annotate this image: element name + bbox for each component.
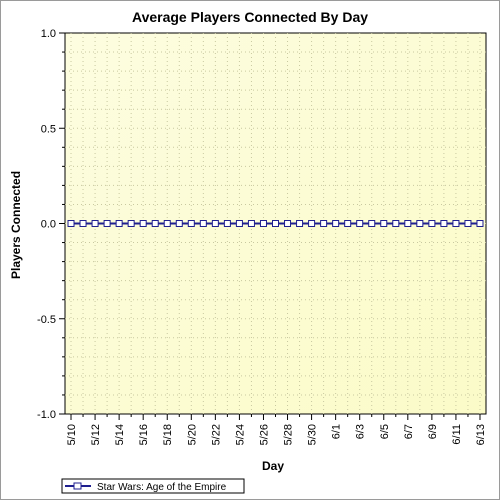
data-point bbox=[67, 220, 75, 227]
x-tick-label: 5/28 bbox=[283, 424, 295, 445]
y-axis-label: Players Connected bbox=[9, 171, 23, 279]
legend-label: Star Wars: Age of the Empire bbox=[97, 482, 227, 493]
data-point bbox=[199, 220, 207, 227]
data-point bbox=[320, 220, 328, 227]
legend: Star Wars: Age of the Empire bbox=[61, 478, 245, 494]
x-tick-label: 5/18 bbox=[162, 424, 174, 445]
data-point bbox=[392, 220, 400, 227]
x-tick-label: 5/24 bbox=[234, 424, 246, 445]
data-point bbox=[308, 220, 316, 227]
data-point bbox=[259, 220, 267, 227]
legend-swatch-marker bbox=[73, 482, 82, 490]
data-point bbox=[380, 220, 388, 227]
data-point bbox=[440, 220, 448, 227]
data-point bbox=[127, 220, 135, 227]
y-tick-label: 1.0 bbox=[41, 28, 56, 40]
data-point bbox=[91, 220, 99, 227]
chart-title: Average Players Connected By Day bbox=[132, 9, 368, 25]
data-point bbox=[175, 220, 183, 227]
data-point bbox=[235, 220, 243, 227]
x-tick-label: 5/12 bbox=[90, 424, 102, 445]
y-tick-label: -0.5 bbox=[37, 314, 56, 326]
x-tick-label: 6/9 bbox=[427, 424, 439, 439]
data-point bbox=[163, 220, 171, 227]
data-point bbox=[284, 220, 292, 227]
x-tick-label: 6/1 bbox=[331, 424, 343, 439]
x-tick-label: 6/3 bbox=[355, 424, 367, 439]
x-tick-label: 5/10 bbox=[66, 424, 78, 445]
data-point bbox=[416, 220, 424, 227]
legend-box bbox=[61, 478, 245, 494]
data-point bbox=[139, 220, 147, 227]
x-tick-label: 6/11 bbox=[451, 424, 463, 445]
y-tick-label: 0.5 bbox=[41, 123, 56, 135]
x-tick-label: 6/5 bbox=[379, 424, 391, 439]
data-point bbox=[79, 220, 87, 227]
data-point bbox=[115, 220, 123, 227]
data-point bbox=[356, 220, 364, 227]
data-point bbox=[223, 220, 231, 227]
data-point bbox=[211, 220, 219, 227]
axes: 1.0 0.5 0.0 -0.5 -1.0 5/10 5/12 5/14 5/16 5/18 5/2… bbox=[37, 28, 487, 445]
data-point bbox=[368, 220, 376, 227]
y-tick-label: 0.0 bbox=[41, 219, 56, 231]
data-point bbox=[151, 220, 159, 227]
x-tick-label: 5/22 bbox=[210, 424, 222, 445]
x-tick-label: 5/26 bbox=[258, 424, 270, 445]
x-tick-label: 5/14 bbox=[114, 424, 126, 445]
x-tick-label: 6/13 bbox=[475, 424, 487, 445]
data-point bbox=[476, 220, 484, 227]
data-point bbox=[103, 220, 111, 227]
x-tick-label: 5/20 bbox=[186, 424, 198, 445]
x-tick-label: 5/16 bbox=[138, 424, 150, 445]
data-point bbox=[296, 220, 304, 227]
data-point bbox=[187, 220, 195, 227]
x-tick-label: 6/7 bbox=[403, 424, 415, 439]
x-axis-label: Day bbox=[262, 459, 284, 473]
data-point bbox=[247, 220, 255, 227]
y-tick-label: -1.0 bbox=[37, 409, 56, 421]
series-group bbox=[67, 220, 484, 227]
data-point bbox=[452, 220, 460, 227]
data-point bbox=[272, 220, 279, 227]
data-point bbox=[344, 220, 352, 227]
data-point bbox=[404, 220, 412, 227]
x-tick-label: 5/30 bbox=[307, 424, 319, 445]
data-point bbox=[464, 220, 472, 227]
data-point bbox=[332, 220, 340, 227]
data-point bbox=[428, 220, 436, 227]
